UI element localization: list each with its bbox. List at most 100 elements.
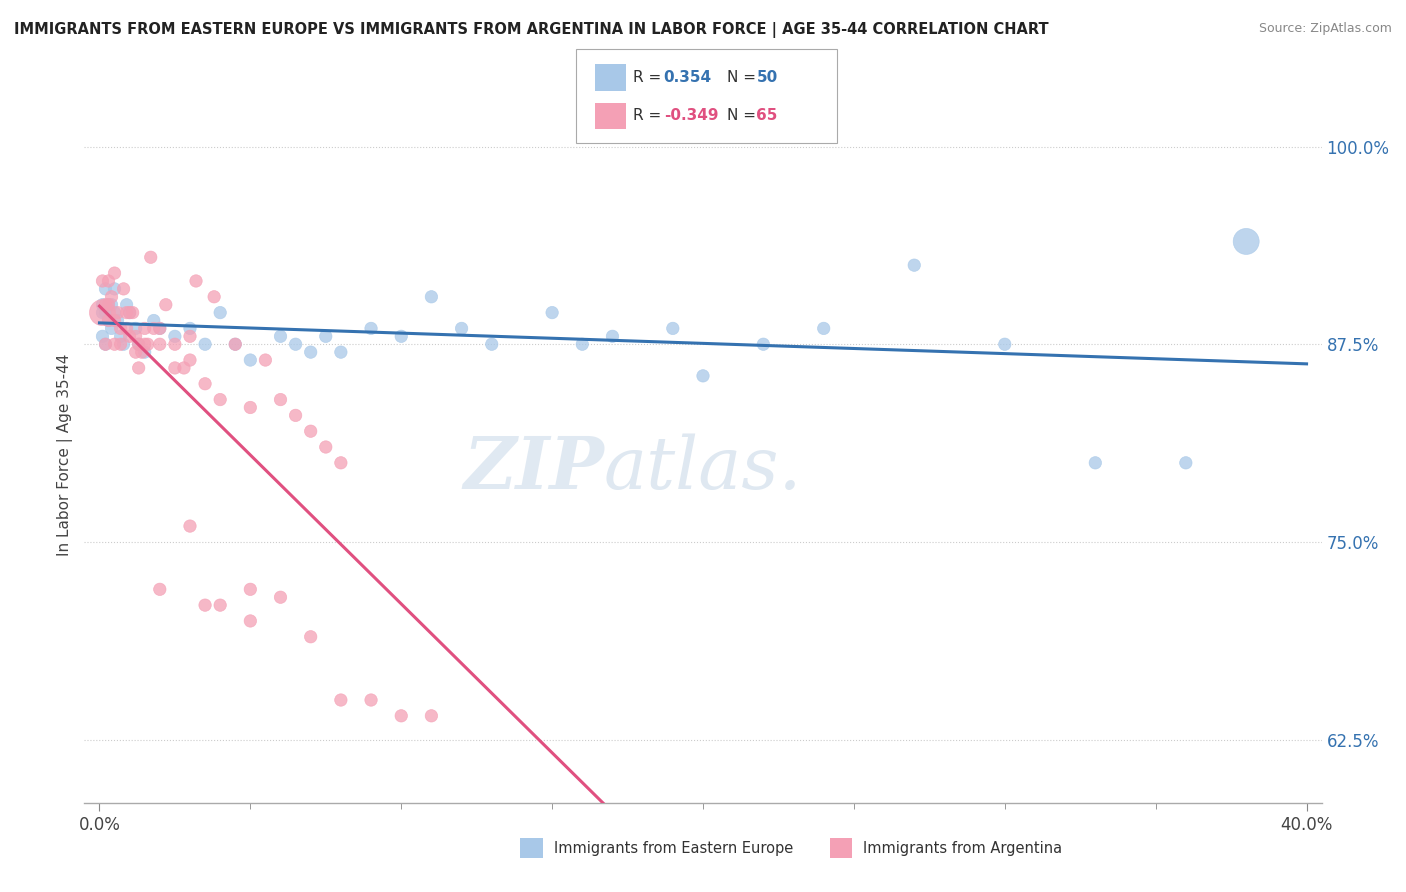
- Point: [142, 321, 165, 335]
- Point: [270, 392, 292, 407]
- Point: [420, 290, 443, 304]
- Point: [270, 329, 292, 343]
- Point: [94, 337, 117, 351]
- Point: [284, 409, 307, 423]
- Point: [163, 329, 186, 343]
- Point: [110, 321, 132, 335]
- Text: Immigrants from Argentina: Immigrants from Argentina: [863, 840, 1063, 855]
- Point: [315, 329, 337, 343]
- Point: [202, 290, 225, 304]
- Point: [994, 337, 1017, 351]
- Point: [571, 337, 593, 351]
- Point: [97, 274, 120, 288]
- Point: [124, 329, 146, 343]
- Point: [103, 305, 125, 319]
- Point: [103, 266, 125, 280]
- Point: [149, 321, 172, 335]
- Point: [103, 337, 125, 351]
- Point: [149, 582, 172, 597]
- Point: [97, 313, 120, 327]
- Point: [194, 337, 217, 351]
- Point: [94, 337, 117, 351]
- Point: [284, 337, 307, 351]
- Point: [100, 290, 122, 304]
- Point: [254, 353, 277, 368]
- Point: [128, 337, 150, 351]
- Text: N =: N =: [727, 70, 761, 85]
- Point: [1174, 456, 1197, 470]
- Point: [813, 321, 835, 335]
- Point: [224, 337, 246, 351]
- Point: [179, 321, 201, 335]
- Text: atlas.: atlas.: [605, 434, 803, 504]
- Point: [118, 305, 141, 319]
- Point: [91, 274, 114, 288]
- Point: [752, 843, 775, 857]
- Point: [115, 298, 138, 312]
- Text: R =: R =: [633, 70, 666, 85]
- Point: [124, 321, 146, 335]
- Point: [360, 321, 382, 335]
- Point: [194, 598, 217, 612]
- Point: [155, 298, 177, 312]
- Point: [184, 274, 207, 288]
- Point: [136, 337, 159, 351]
- Text: 0.354: 0.354: [664, 70, 711, 85]
- Point: [115, 321, 138, 335]
- Point: [134, 345, 156, 359]
- Point: [124, 345, 146, 359]
- Point: [110, 329, 132, 343]
- Point: [163, 337, 186, 351]
- Y-axis label: In Labor Force | Age 35-44: In Labor Force | Age 35-44: [58, 354, 73, 556]
- Point: [91, 305, 114, 319]
- Point: [142, 313, 165, 327]
- Point: [329, 693, 352, 707]
- Point: [224, 337, 246, 351]
- Point: [149, 337, 172, 351]
- Point: [100, 298, 122, 312]
- Point: [179, 353, 201, 368]
- Point: [94, 305, 117, 319]
- Point: [481, 337, 503, 351]
- Text: IMMIGRANTS FROM EASTERN EUROPE VS IMMIGRANTS FROM ARGENTINA IN LABOR FORCE | AGE: IMMIGRANTS FROM EASTERN EUROPE VS IMMIGR…: [14, 22, 1049, 38]
- Point: [112, 337, 135, 351]
- Point: [91, 329, 114, 343]
- Point: [134, 337, 156, 351]
- Point: [692, 368, 714, 383]
- Point: [360, 693, 382, 707]
- Point: [149, 321, 172, 335]
- Point: [112, 282, 135, 296]
- Point: [163, 360, 186, 375]
- Point: [239, 353, 262, 368]
- Point: [194, 376, 217, 391]
- Point: [299, 630, 322, 644]
- Point: [299, 345, 322, 359]
- Text: Immigrants from Eastern Europe: Immigrants from Eastern Europe: [554, 840, 793, 855]
- Text: R =: R =: [633, 109, 666, 123]
- Point: [94, 282, 117, 296]
- Point: [299, 424, 322, 438]
- Point: [134, 321, 156, 335]
- Point: [110, 337, 132, 351]
- Point: [662, 321, 685, 335]
- Point: [179, 329, 201, 343]
- Point: [315, 440, 337, 454]
- Point: [107, 313, 129, 327]
- Point: [209, 392, 232, 407]
- Point: [602, 329, 624, 343]
- Point: [100, 321, 122, 335]
- Point: [541, 305, 564, 319]
- Text: N =: N =: [727, 109, 761, 123]
- Point: [209, 305, 232, 319]
- Point: [179, 519, 201, 533]
- Text: ZIP: ZIP: [463, 434, 605, 504]
- Point: [128, 360, 150, 375]
- Text: 65: 65: [756, 109, 778, 123]
- Point: [389, 708, 412, 723]
- Point: [239, 614, 262, 628]
- Point: [631, 851, 654, 865]
- Point: [209, 598, 232, 612]
- Point: [97, 298, 120, 312]
- Point: [103, 313, 125, 327]
- Point: [1234, 235, 1257, 249]
